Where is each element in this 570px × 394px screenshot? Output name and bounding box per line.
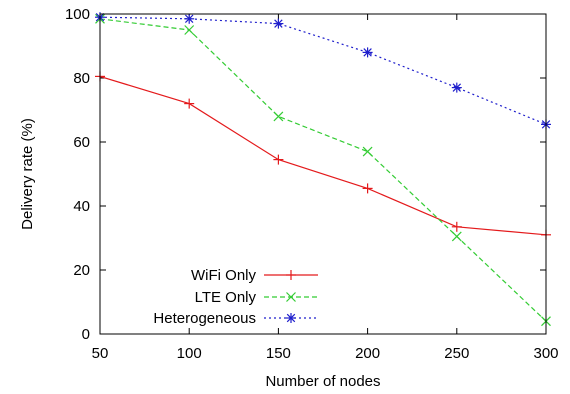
- legend-item: WiFi Only: [191, 267, 318, 284]
- data-point: [184, 98, 195, 109]
- data-point: [362, 183, 373, 194]
- y-tick-labels: 0 20 40 60 80 100: [65, 6, 90, 343]
- legend-label: Heterogeneous: [153, 310, 256, 327]
- series-layer: [95, 12, 551, 327]
- x-tick-label: 100: [177, 345, 202, 362]
- x-tick-label: 150: [266, 345, 291, 362]
- legend-label: LTE Only: [195, 289, 257, 306]
- x-tick-label: 200: [355, 345, 380, 362]
- legend-item: LTE Only: [195, 289, 318, 306]
- legend: WiFi Only LTE Only Heterogeneous: [153, 267, 318, 327]
- series-line: [99, 75, 547, 236]
- data-point: [184, 13, 195, 24]
- y-tick-label: 20: [73, 262, 90, 279]
- y-tick-label: 0: [82, 326, 90, 343]
- legend-item: Heterogeneous: [153, 310, 318, 327]
- data-point: [184, 25, 195, 35]
- y-tick-label: 80: [73, 70, 90, 87]
- series-lte-only: [95, 13, 551, 327]
- data-point: [451, 221, 462, 232]
- data-point: [286, 292, 296, 302]
- x-tick-labels: 50 100 150 200 250 300: [92, 345, 559, 362]
- data-point: [273, 111, 284, 122]
- data-point: [362, 47, 373, 58]
- data-point: [362, 146, 373, 157]
- data-point: [451, 231, 462, 242]
- data-point: [286, 313, 296, 323]
- series-wifi-only: [95, 71, 551, 240]
- y-axis-title: Delivery rate (%): [19, 118, 36, 230]
- plot-frame: [99, 13, 547, 335]
- x-tick-label: 250: [444, 345, 469, 362]
- legend-label: WiFi Only: [191, 267, 256, 284]
- data-point: [273, 18, 284, 29]
- data-point: [286, 270, 296, 280]
- y-tick-label: 40: [73, 198, 90, 215]
- y-tick-label: 60: [73, 134, 90, 151]
- x-axis-title: Number of nodes: [265, 373, 380, 390]
- x-tick-label: 50: [92, 345, 109, 362]
- data-point: [451, 82, 462, 93]
- y-tick-label: 100: [65, 6, 90, 23]
- series-line: [99, 16, 547, 125]
- x-tick-label: 300: [533, 345, 558, 362]
- series-line: [99, 18, 547, 322]
- data-point: [273, 154, 284, 165]
- series-heterogeneous: [95, 12, 551, 130]
